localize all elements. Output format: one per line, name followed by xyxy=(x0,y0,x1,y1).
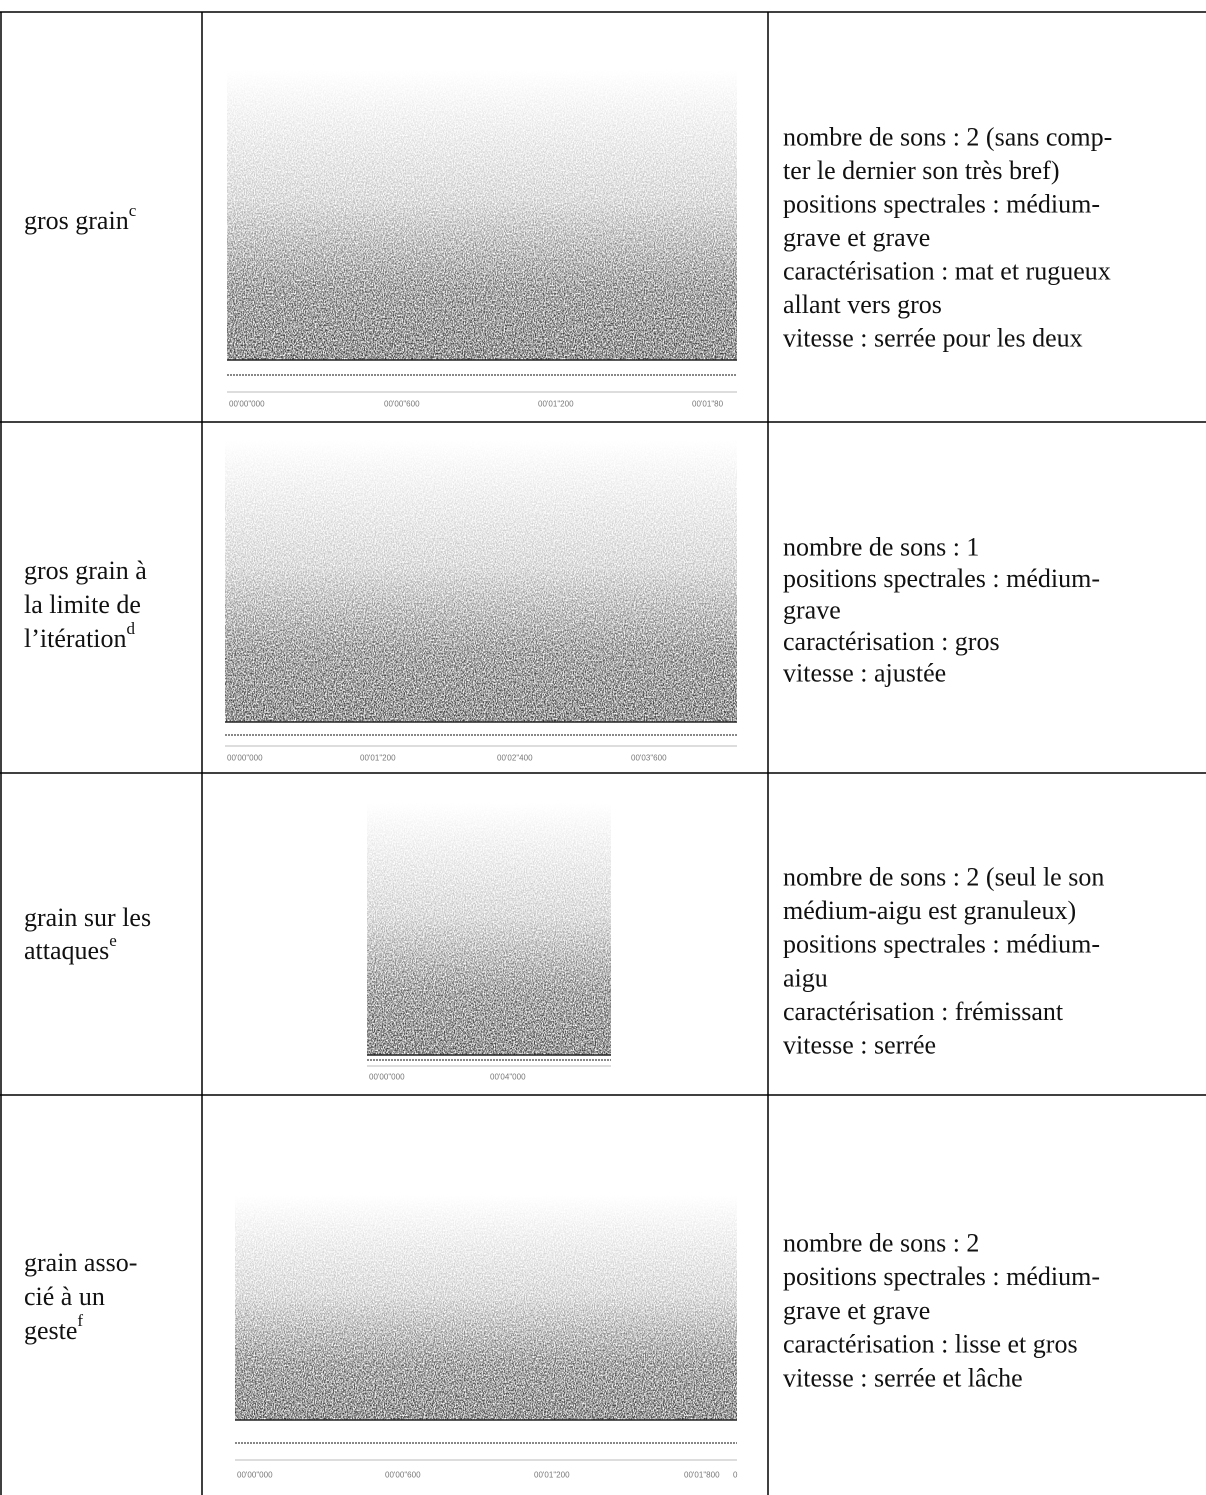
description-line: aigu xyxy=(783,963,828,992)
time-label: 00'01"200 xyxy=(538,400,574,409)
description-line: caractérisation : frémissant xyxy=(783,997,1064,1026)
label-line: grain asso- xyxy=(24,1248,137,1277)
description-line: caractérisation : lisse et gros xyxy=(783,1330,1078,1359)
superscript: c xyxy=(129,201,137,220)
description-line: caractérisation : mat et rugueux xyxy=(783,257,1111,286)
description-line: ter le dernier son très bref) xyxy=(783,156,1059,185)
time-label: 00'01"200 xyxy=(360,754,396,763)
time-label: 00'00"000 xyxy=(227,754,263,763)
label-line: geste xyxy=(24,1316,77,1345)
spectrogram xyxy=(227,70,737,393)
time-label: 00'03"600 xyxy=(631,754,667,763)
description-line: caractérisation : gros xyxy=(783,627,1000,656)
description-line: allant vers gros xyxy=(783,290,942,319)
time-label: 00'00"000 xyxy=(237,1471,273,1480)
description-line: médium-aigu est granuleux) xyxy=(783,896,1076,925)
description-line: positions spectrales : médium- xyxy=(783,930,1100,959)
description-line: nombre de sons : 1 xyxy=(783,533,979,562)
time-label: 00'02"400 xyxy=(497,754,533,763)
description-line: positions spectrales : médium- xyxy=(783,1262,1100,1291)
row-label: la limite de xyxy=(24,590,141,619)
label-line: la limite de xyxy=(24,590,141,619)
row-label: gestef xyxy=(24,1311,83,1345)
description-line: grave et grave xyxy=(783,1296,930,1325)
label-line: gros grain à xyxy=(24,556,147,585)
label-line: gros grain xyxy=(24,206,129,235)
row-label: l’itérationd xyxy=(24,619,136,653)
description-line: nombre de sons : 2 (seul le son xyxy=(783,863,1104,892)
row-label: gros grainc xyxy=(24,201,137,235)
label-line: cié à un xyxy=(24,1282,105,1311)
label-line: grain sur les xyxy=(24,903,151,932)
superscript: d xyxy=(127,619,136,638)
row-label: cié à un xyxy=(24,1282,105,1311)
spectrogram-noise xyxy=(227,70,737,360)
time-label: 00'00"000 xyxy=(369,1073,405,1082)
time-label: 00'01"800 xyxy=(684,1471,720,1480)
time-label: 00'00"600 xyxy=(385,1471,421,1480)
row-label: gros grain à xyxy=(24,556,147,585)
description-line: grave xyxy=(783,596,841,625)
description-line: positions spectrales : médium- xyxy=(783,564,1100,593)
description-line: nombre de sons : 2 xyxy=(783,1229,979,1258)
label-line: attaques xyxy=(24,936,109,965)
row-label: attaquese xyxy=(24,931,117,965)
description-line: vitesse : ajustée xyxy=(783,659,946,688)
superscript: e xyxy=(109,931,117,950)
time-label: 00'04"000 xyxy=(490,1073,526,1082)
time-label: 00'00"600 xyxy=(384,400,420,409)
time-label: 00'01"200 xyxy=(534,1471,570,1480)
row-label: grain asso- xyxy=(24,1248,137,1277)
spectrogram xyxy=(367,803,611,1067)
label-line: l’itération xyxy=(24,624,127,653)
time-label: 00'00"000 xyxy=(229,400,265,409)
table-grid xyxy=(0,11,1206,1495)
row-label: grain sur les xyxy=(24,903,151,932)
description-line: vitesse : serrée et lâche xyxy=(783,1363,1023,1392)
description-line: positions spectrales : médium- xyxy=(783,190,1100,219)
spectrogram xyxy=(235,1195,737,1461)
description-line: vitesse : serrée pour les deux xyxy=(783,324,1083,353)
time-label: 0 xyxy=(733,1471,738,1480)
spectrogram-noise xyxy=(367,803,611,1055)
description-line: vitesse : serrée xyxy=(783,1031,936,1060)
spectrogram xyxy=(225,440,737,747)
description-line: grave et grave xyxy=(783,223,930,252)
description-line: nombre de sons : 2 (sans comp- xyxy=(783,123,1112,152)
time-label: 00'01"80 xyxy=(692,400,724,409)
spectrogram-noise xyxy=(225,440,737,722)
superscript: f xyxy=(77,1311,83,1330)
spectrogram-noise xyxy=(235,1195,737,1420)
